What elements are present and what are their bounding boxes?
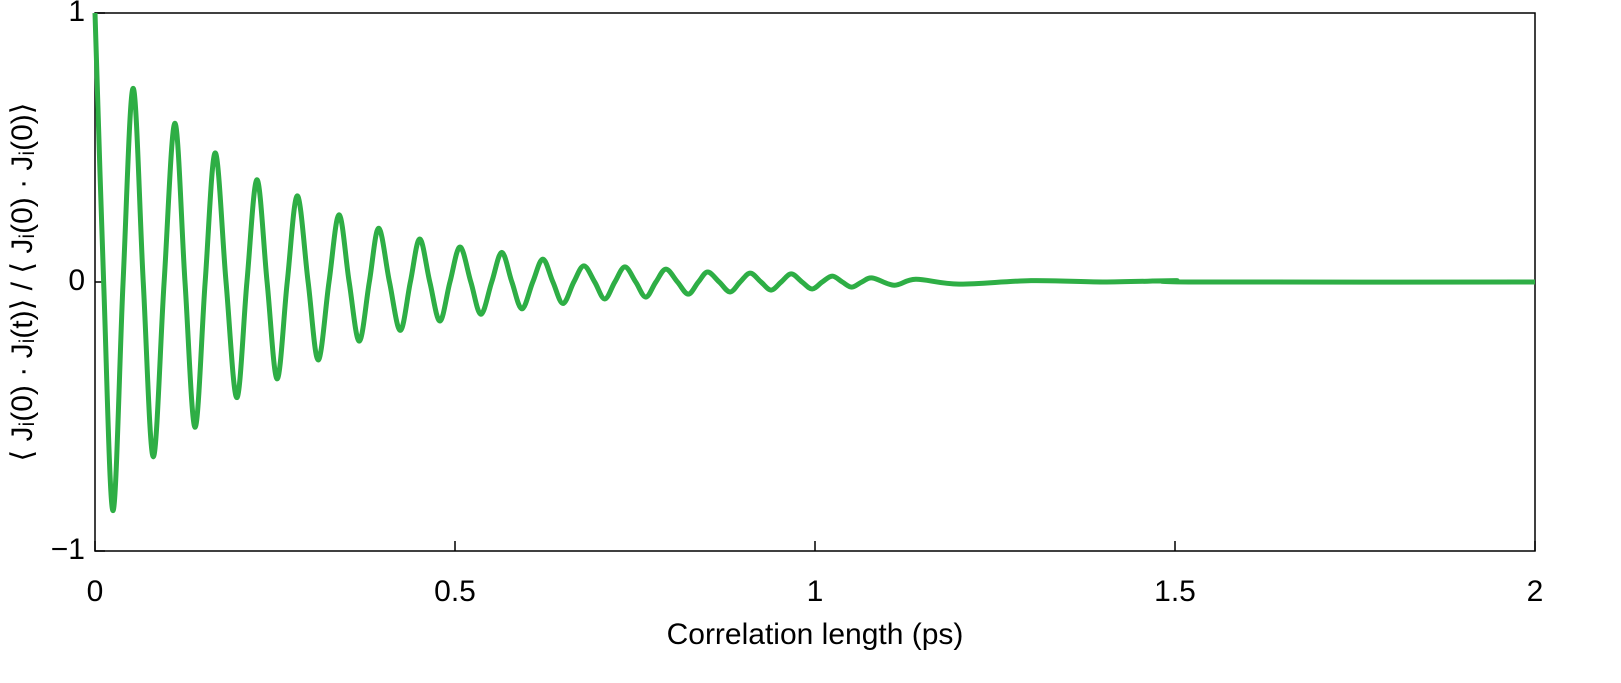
x-tick-label: 2: [1527, 575, 1544, 608]
y-axis-label: ⟨ Jᵢ(0) · Jᵢ(t)⟩ / ⟨ Jᵢ(0) · Jᵢ(0)⟩: [6, 103, 39, 462]
line-series: [92, 12, 1536, 514]
y-tick-label: 0: [68, 264, 85, 297]
x-tick-label: 0.5: [434, 575, 476, 608]
y-tick-label: 1: [68, 0, 85, 28]
x-tick-label: 0: [87, 575, 104, 608]
x-tick-label: 1: [807, 575, 824, 608]
x-axis-label: Correlation length (ps): [667, 618, 964, 651]
y-tick-label: −1: [51, 533, 85, 566]
x-tick-label: 1.5: [1154, 575, 1196, 608]
